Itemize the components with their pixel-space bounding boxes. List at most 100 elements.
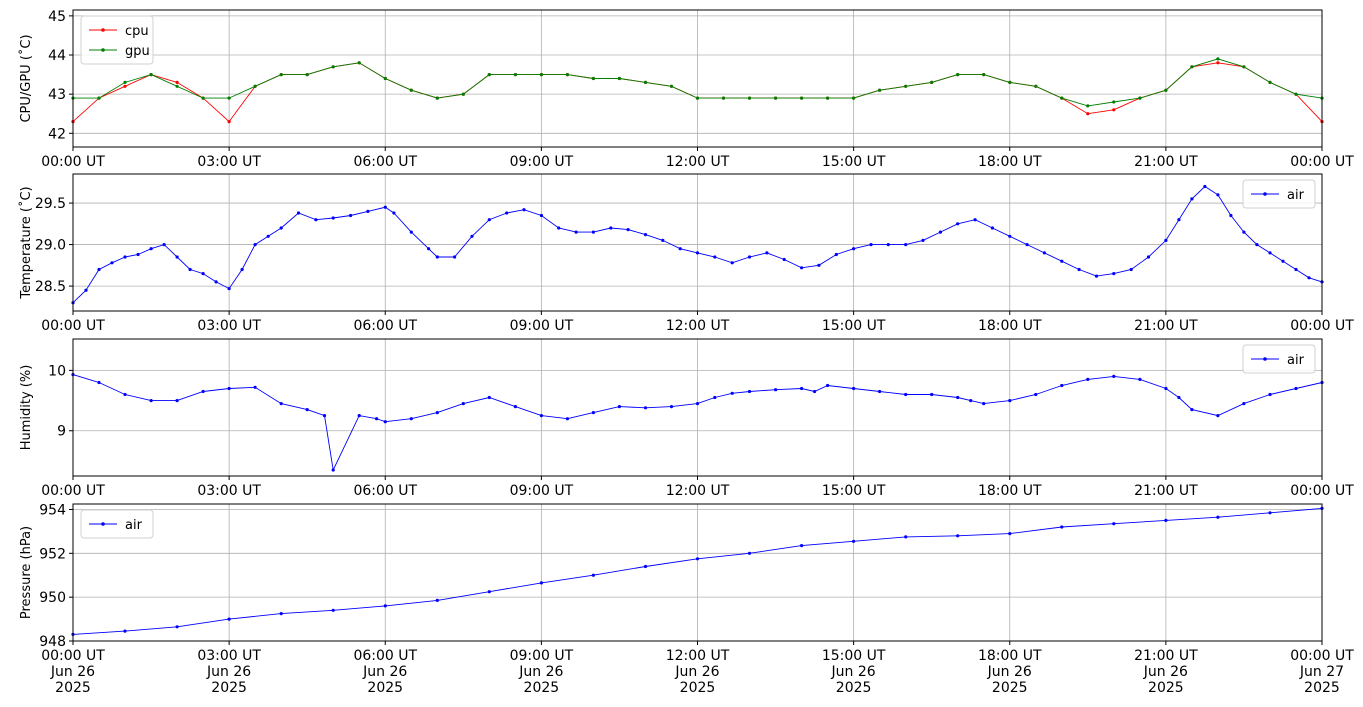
data-point — [695, 251, 700, 255]
data-point — [375, 417, 379, 421]
data-point — [214, 280, 218, 284]
data-point — [1112, 108, 1116, 112]
data-point — [695, 96, 700, 100]
x-tick-label: 00:00 UT — [1290, 483, 1354, 499]
x-tick-label: 09:00 UT — [510, 154, 574, 170]
x-tick-label: 03:00 UT — [197, 483, 261, 499]
data-point — [513, 73, 518, 77]
legend-label: cpu — [125, 24, 149, 39]
x-tick-label: 18:00 UT — [978, 483, 1042, 499]
data-point — [565, 417, 570, 421]
data-point — [869, 243, 873, 247]
data-point — [110, 261, 114, 265]
data-point — [435, 411, 439, 415]
x-tick-label: Jun 26 — [987, 664, 1032, 680]
x-tick-label: 06:00 UT — [353, 648, 417, 664]
x-tick-label: 2025 — [1304, 680, 1340, 696]
data-point — [1025, 243, 1029, 247]
data-point — [461, 402, 465, 406]
data-point — [227, 120, 231, 124]
data-point — [1190, 408, 1194, 412]
data-point — [1164, 518, 1168, 523]
data-point — [1060, 259, 1064, 263]
legend-label: air — [1287, 188, 1305, 203]
x-tick-label: 12:00 UT — [666, 154, 730, 170]
data-point — [886, 243, 890, 247]
data-point — [1138, 377, 1142, 381]
data-point — [1008, 399, 1012, 403]
data-point — [661, 238, 665, 242]
data-point — [617, 405, 622, 409]
data-point — [1077, 267, 1081, 272]
data-point — [1060, 525, 1064, 529]
x-tick-label: 00:00 UT — [41, 648, 105, 664]
x-tick-label: 2025 — [836, 680, 872, 696]
data-point — [279, 73, 283, 77]
data-point — [227, 386, 231, 391]
data-point — [1242, 65, 1246, 69]
data-point — [84, 288, 88, 292]
data-point — [1086, 112, 1090, 116]
data-point — [253, 243, 257, 247]
x-tick-label: 21:00 UT — [1134, 648, 1198, 664]
data-point — [331, 216, 335, 220]
data-point — [513, 405, 518, 409]
x-tick-label: 06:00 UT — [353, 483, 417, 499]
data-point — [938, 230, 943, 234]
x-tick-label: Jun 26 — [1143, 664, 1188, 680]
x-tick-label: 12:00 UT — [666, 318, 730, 334]
legend-marker — [101, 28, 105, 32]
data-point — [201, 272, 205, 276]
data-point — [470, 234, 474, 238]
data-point — [774, 388, 778, 392]
data-point — [574, 230, 578, 234]
data-point — [409, 88, 413, 92]
data-point — [878, 88, 882, 92]
y-tick-label: 948 — [39, 634, 66, 650]
data-point — [1060, 96, 1064, 100]
data-point — [1216, 57, 1220, 61]
data-point — [747, 255, 752, 259]
data-point — [1034, 392, 1038, 397]
data-point — [175, 625, 179, 629]
data-point — [730, 391, 734, 395]
y-axis-label: CPU/GPU (˚C) — [18, 34, 34, 122]
subplot-1: 42 43 44 45 00:00 UT 03:00 UT 06:00 UT 09:00 UT… — [18, 9, 1354, 170]
data-point — [921, 238, 925, 242]
data-point — [1060, 383, 1064, 388]
data-point — [557, 226, 561, 230]
data-point — [904, 243, 908, 247]
x-tick-label: 00:00 UT — [1290, 318, 1354, 334]
data-point — [1138, 96, 1142, 100]
data-point — [852, 96, 856, 100]
x-tick-label: 06:00 UT — [353, 154, 417, 170]
data-point — [539, 213, 544, 218]
data-point — [1164, 238, 1168, 242]
data-point — [409, 230, 413, 234]
data-point — [175, 255, 179, 259]
data-point — [1086, 377, 1090, 381]
data-point — [162, 243, 166, 247]
data-point — [1190, 197, 1194, 201]
data-point — [322, 414, 327, 418]
legend-label: gpu — [125, 44, 150, 59]
y-tick-label: 29.5 — [35, 196, 66, 212]
data-point — [253, 84, 257, 88]
legend-marker — [1263, 357, 1267, 361]
data-point — [266, 234, 270, 238]
data-point — [800, 386, 804, 391]
data-point — [695, 402, 700, 406]
data-point — [435, 255, 439, 259]
data-point — [1294, 92, 1298, 96]
x-tick-label: Jun 26 — [518, 664, 563, 680]
data-point — [730, 261, 734, 265]
data-point — [1216, 193, 1220, 197]
data-point — [669, 84, 674, 88]
data-point — [1008, 532, 1012, 536]
data-point — [461, 92, 465, 96]
data-point — [1268, 392, 1272, 397]
data-point — [643, 80, 648, 84]
x-tick-label: 2025 — [992, 680, 1028, 696]
x-tick-label: 15:00 UT — [822, 318, 886, 334]
